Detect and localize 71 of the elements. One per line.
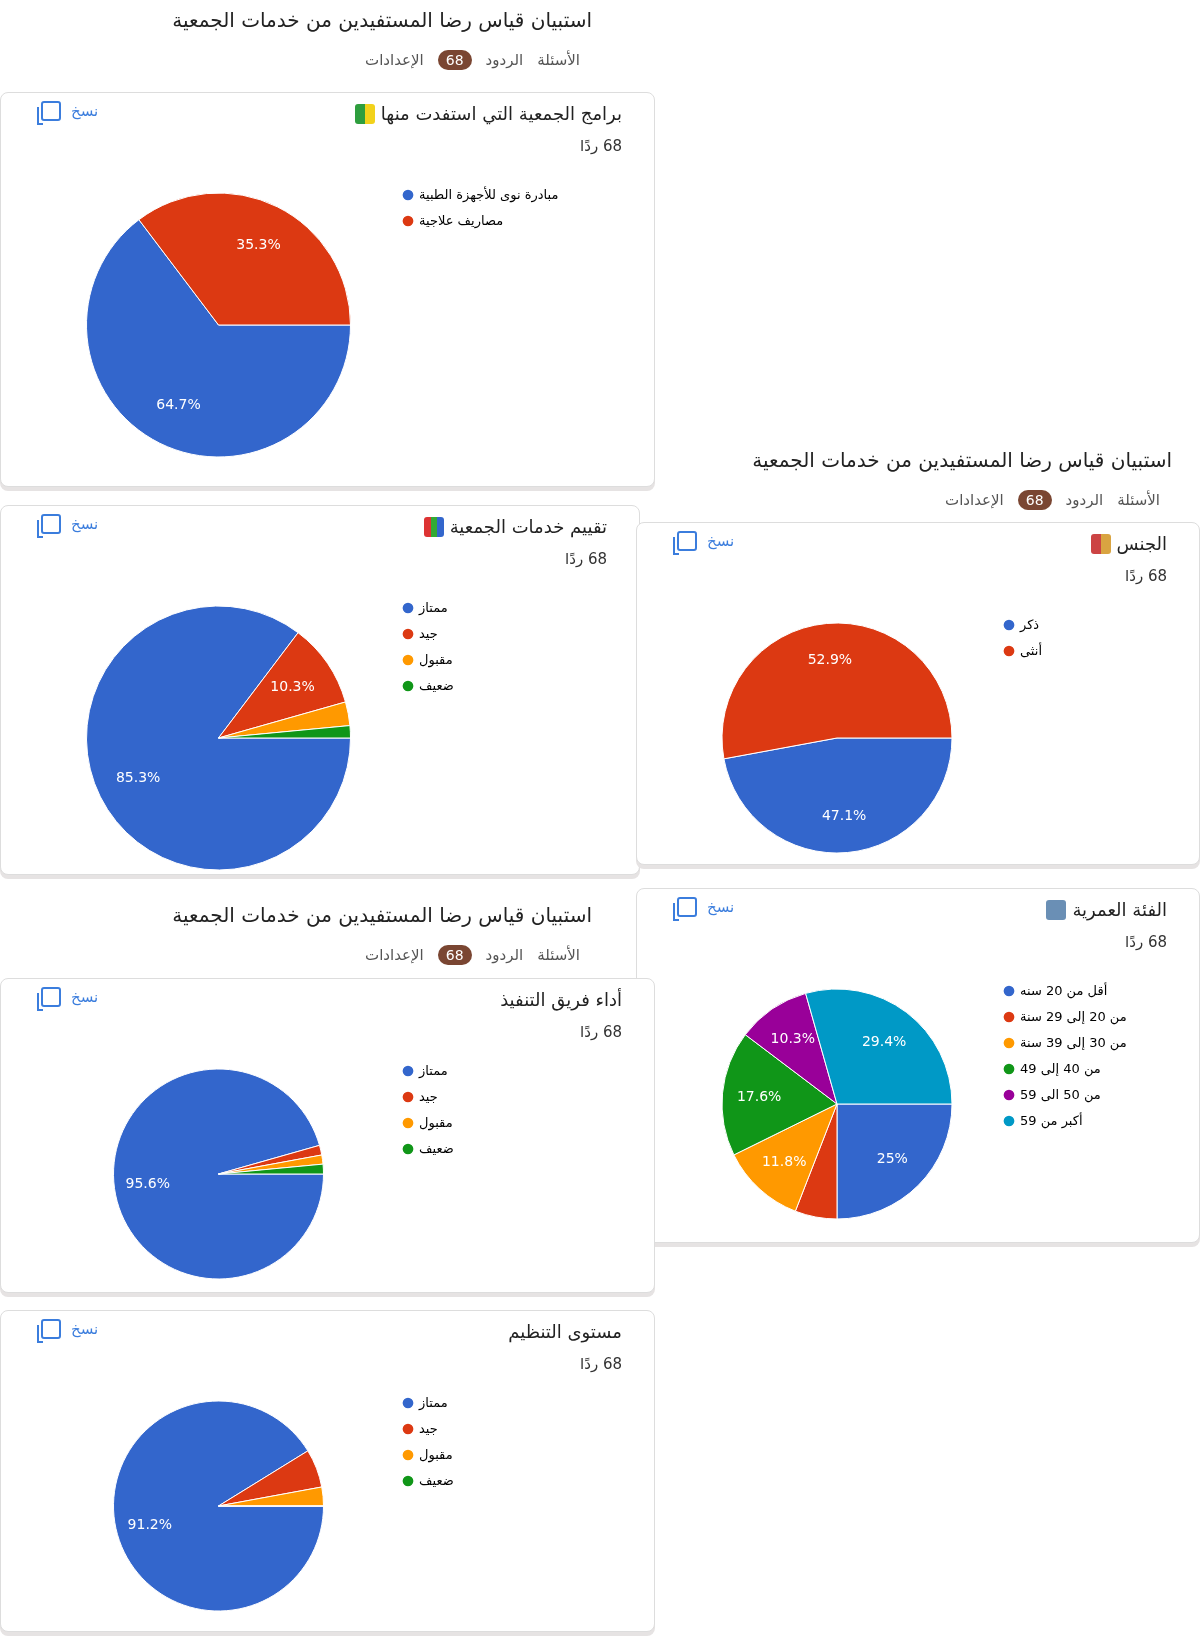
text: الأسئلة bbox=[537, 51, 580, 69]
text: الأسئلة bbox=[1117, 491, 1160, 509]
data-label: 91.2% bbox=[127, 1516, 173, 1533]
text: مستوى التنظيم bbox=[508, 1321, 622, 1342]
text: 68 ردًا bbox=[1125, 567, 1167, 585]
text: الإعدادات bbox=[365, 51, 424, 69]
legend-label: مقبول bbox=[419, 1447, 453, 1463]
text: الردود bbox=[485, 51, 524, 69]
data-label: 35.3% bbox=[236, 235, 281, 252]
legend-label: من 20 إلى 29 سنة bbox=[1020, 1009, 1127, 1025]
legend-label: من 40 إلى 49 bbox=[1020, 1061, 1101, 1077]
text: 68 ردًا bbox=[580, 1023, 622, 1041]
data-label: 85.3% bbox=[115, 768, 161, 785]
legend-label: جيد bbox=[419, 626, 438, 641]
data-label: 47.1% bbox=[821, 806, 867, 823]
legend-label: أكبر من 59 bbox=[1020, 1112, 1083, 1129]
text: استبيان قياس رضا المستفيدين من خدمات الجمعية bbox=[751, 447, 1173, 474]
text: الإعدادات bbox=[945, 491, 1004, 509]
text: نسخ bbox=[71, 1320, 99, 1338]
text: الإعدادات bbox=[365, 946, 424, 964]
text: نسخ bbox=[707, 532, 735, 550]
text: الردود bbox=[485, 946, 524, 964]
legend-label: ضعيف bbox=[419, 1473, 454, 1488]
text: 68 bbox=[437, 945, 472, 965]
legend-label: مصاريف علاجية bbox=[419, 213, 504, 229]
legend-label: جيد bbox=[419, 1421, 438, 1436]
legend-label: ممتاز bbox=[418, 1063, 448, 1079]
text: 68 ردًا bbox=[580, 1355, 622, 1373]
text: نسخ bbox=[71, 988, 99, 1006]
legend-label: ممتاز bbox=[418, 600, 448, 616]
legend-label: أنثى bbox=[1020, 642, 1042, 658]
text: استبيان قياس رضا المستفيدين من خدمات الجمعية bbox=[171, 7, 593, 34]
text: أداء فريق التنفيذ bbox=[500, 989, 622, 1010]
text: نسخ bbox=[707, 898, 735, 916]
legend-label: مقبول bbox=[419, 1115, 453, 1131]
data-label: 11.8% bbox=[761, 1152, 807, 1169]
text: نسخ bbox=[71, 102, 99, 120]
data-label: 10.3% bbox=[270, 678, 315, 695]
data-label: 29.4% bbox=[861, 1032, 907, 1049]
data-label: 10.3% bbox=[770, 1030, 816, 1047]
text: تقييم خدمات الجمعية bbox=[449, 516, 607, 537]
text: استبيان قياس رضا المستفيدين من خدمات الجمعية bbox=[171, 902, 593, 929]
legend-label: ممتاز bbox=[418, 1395, 448, 1411]
pie-slice bbox=[113, 1068, 324, 1280]
text: 68 ردًا bbox=[565, 550, 607, 568]
legend-label: ضعيف bbox=[419, 678, 454, 693]
legend-label: مبادرة نوى للأجهزة الطبية bbox=[419, 186, 559, 203]
text: 68 bbox=[437, 50, 472, 70]
text: 68 bbox=[1017, 490, 1052, 510]
data-label: 52.9% bbox=[807, 651, 853, 668]
text: نسخ bbox=[71, 515, 99, 533]
legend-label: أقل من 20 سنه bbox=[1020, 982, 1108, 999]
legend-label: من 50 الى 59 bbox=[1020, 1087, 1101, 1103]
text: الردود bbox=[1065, 491, 1104, 509]
data-label: 95.6% bbox=[125, 1174, 171, 1191]
text: الجنس bbox=[1116, 533, 1167, 554]
legend-label: مقبول bbox=[419, 652, 453, 668]
data-label: 64.7% bbox=[156, 396, 201, 413]
legend-label: ذكر bbox=[1019, 617, 1040, 633]
legend-label: ضعيف bbox=[419, 1141, 454, 1156]
data-label: 17.6% bbox=[736, 1087, 782, 1104]
text: 68 ردًا bbox=[580, 137, 622, 155]
text: الأسئلة bbox=[537, 946, 580, 964]
pie-slice bbox=[86, 605, 351, 871]
pie-slice bbox=[113, 1400, 324, 1612]
legend-label: جيد bbox=[419, 1089, 438, 1104]
chart-title: الفئة العمرية bbox=[1072, 899, 1167, 920]
data-label: 25% bbox=[876, 1150, 908, 1167]
chart-title: برامج الجمعية التي استفدت منها bbox=[380, 103, 622, 124]
legend-label: من 30 إلى 39 سنة bbox=[1020, 1035, 1127, 1051]
text: 68 ردًا bbox=[1125, 933, 1167, 951]
